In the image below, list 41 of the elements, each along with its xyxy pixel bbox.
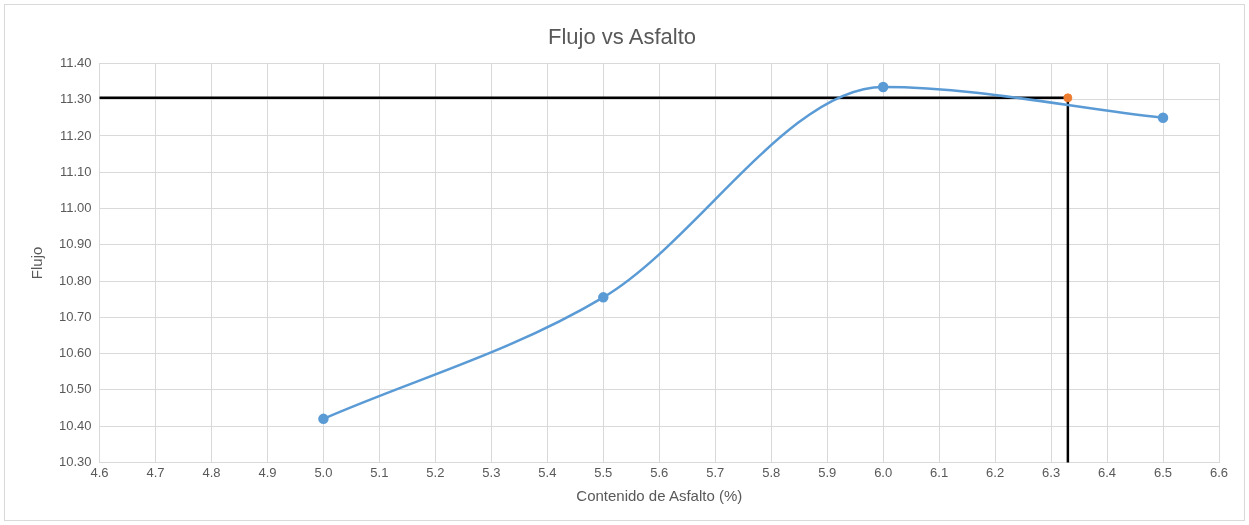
x-tick-label: 5.9 [818,464,837,480]
x-tick-label: 6.0 [874,464,893,480]
point [1157,112,1169,124]
x-tick-label: 5.0 [314,464,333,480]
y-axis-title: Flujo [28,246,46,280]
x-tick-label: 4.6 [90,464,109,480]
y-tick-label: 10.30 [58,453,92,469]
y-tick-label: 11.30 [59,91,92,107]
point [318,413,329,425]
x-tick-label: 6.5 [1153,464,1173,480]
x-tick-label: 4.9 [258,464,277,480]
x-tick-label: 5.8 [762,464,781,480]
point [1063,93,1073,103]
y-tick-label: 10.50 [58,381,92,397]
x-tick-label: 5.1 [370,464,389,480]
y-tick-label: 10.90 [58,236,92,252]
x-tick-label: 5.4 [538,464,557,480]
x-tick-label: 6.6 [1209,464,1229,480]
x-tick-label: 4.7 [146,464,165,480]
x-tick-label: 5.3 [482,464,501,480]
y-tick-label: 11.10 [59,163,92,179]
x-tick-label: 6.2 [986,464,1005,480]
x-tick-label: 4.8 [202,464,221,480]
y-tick-label: 10.40 [58,417,92,433]
x-tick-label: 5.7 [706,464,725,480]
point [598,292,609,303]
x-tick-label: 6.4 [1098,464,1117,480]
x-tick-label: 6.1 [930,464,949,480]
y-tick-label: 11.00 [59,200,92,216]
x-tick-label: 5.2 [426,464,445,480]
x-axis-title: Contenido de Asfalto (%) [576,487,743,505]
x-tick-label: 5.6 [650,464,669,480]
y-tick-label: 11.20 [59,127,92,143]
y-tick-label: 10.60 [58,345,92,361]
y-tick-label: 10.70 [58,308,92,324]
point [877,81,889,93]
y-tick-label: 10.80 [58,272,92,288]
chart-title: Flujo vs Asfalto [548,24,696,50]
y-tick-label: 11.40 [59,54,92,70]
x-tick-label: 5.5 [594,464,613,480]
x-tick-label: 6.3 [1042,464,1061,480]
